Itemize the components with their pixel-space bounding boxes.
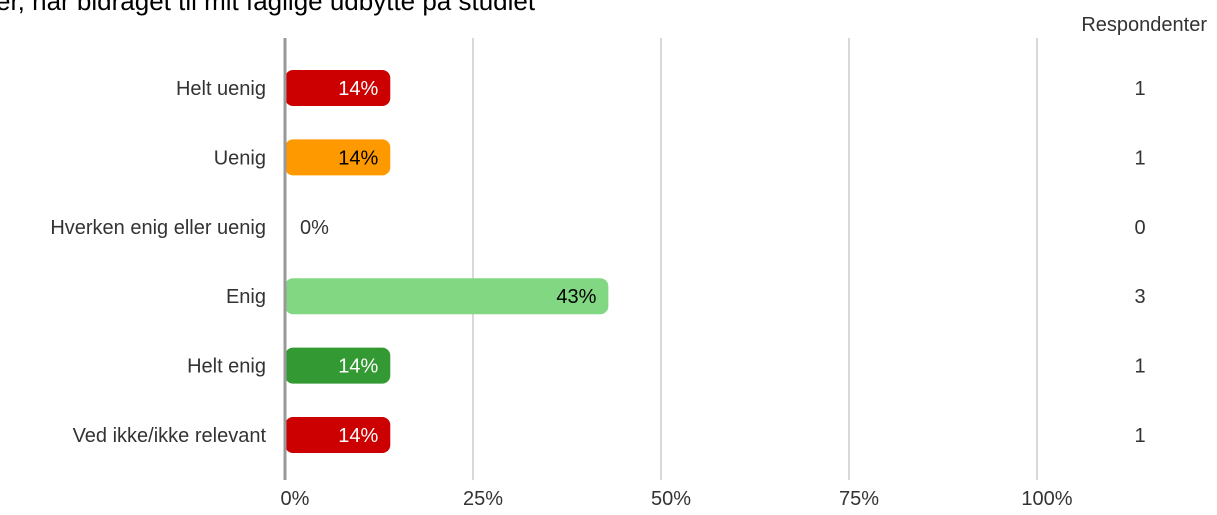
data-label: 14% [338,425,378,447]
bar [285,347,391,384]
chart-title: er, har bidraget til mit faglige udbytte… [0,0,536,16]
respondent-count: 3 [1134,286,1145,308]
x-tick-label: 100% [1021,488,1072,510]
category-label: Hverken enig eller uenig [50,217,266,239]
respondent-count: 1 [1134,425,1145,447]
x-tick-label: 0% [281,488,310,510]
bar [285,139,391,176]
x-tick-label: 75% [839,488,879,510]
data-label: 14% [338,147,378,169]
bar [285,70,391,106]
respondent-count: 1 [1134,78,1145,100]
respondent-count: 1 [1134,147,1145,169]
respondents-header: Respondenter [1081,14,1207,36]
x-tick-label: 25% [463,488,503,510]
data-label: 43% [556,286,596,308]
data-label: 14% [338,356,378,378]
category-label: Ved ikke/ikke relevant [73,425,267,447]
respondent-count: 0 [1134,217,1145,239]
respondent-count: 1 [1134,356,1145,378]
category-label: Helt uenig [176,78,266,100]
x-tick-label: 50% [651,488,691,510]
category-label: Enig [226,286,266,308]
category-label: Uenig [214,147,266,169]
bar [285,417,391,453]
data-label: 0% [300,217,329,239]
data-label: 14% [338,78,378,100]
category-label: Helt enig [187,356,266,378]
bar [285,278,609,315]
